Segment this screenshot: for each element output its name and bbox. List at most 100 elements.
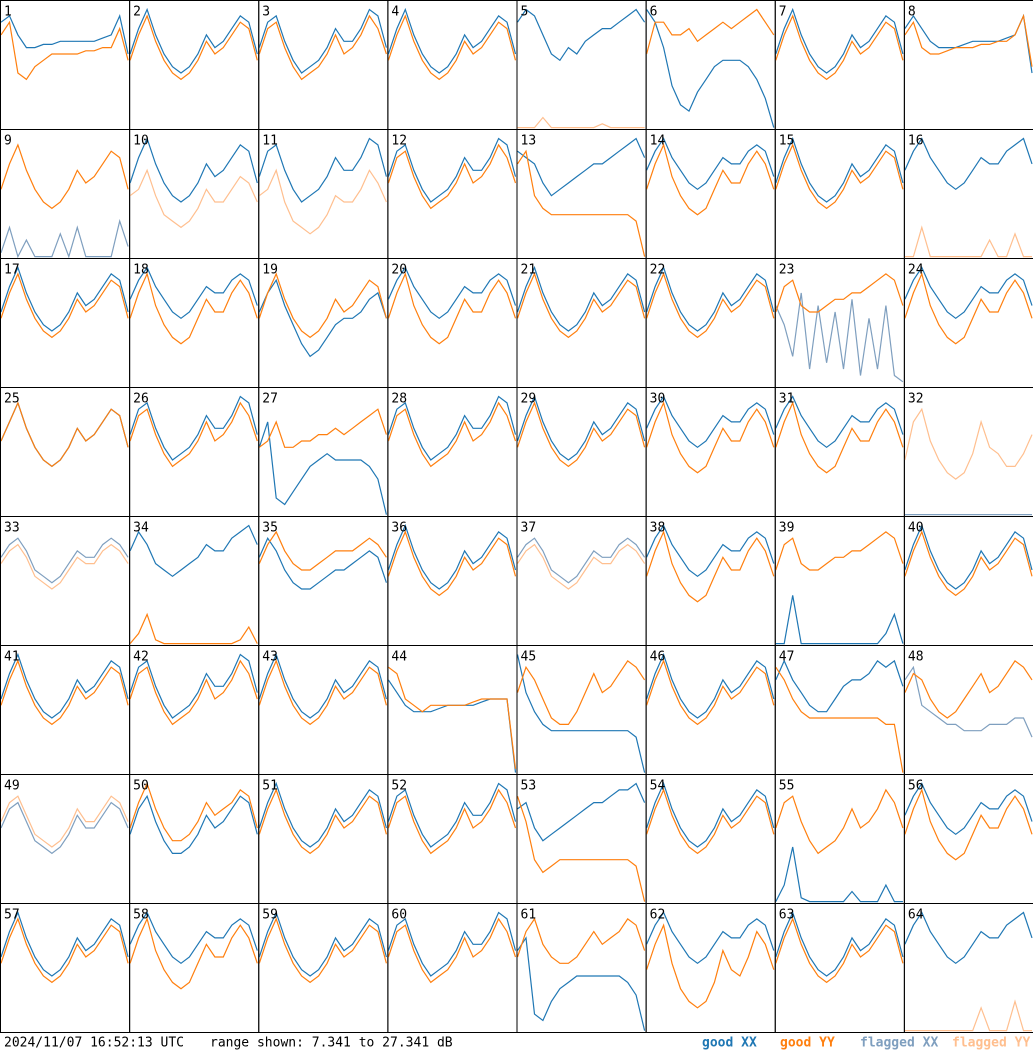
- spectrum-line: [517, 137, 646, 197]
- spectrum-line: [646, 8, 775, 55]
- panel-label: 18: [133, 263, 149, 278]
- spectrum-line: [517, 149, 646, 257]
- panel-label: 8: [908, 5, 916, 20]
- panel-label: 16: [908, 134, 924, 149]
- spectrum-line: [129, 911, 258, 965]
- panel-label: 37: [521, 521, 537, 536]
- spectrum-line: [516, 401, 646, 468]
- panel-label: 1: [4, 5, 12, 20]
- spectrum-line: [775, 666, 904, 773]
- panel-label: 7: [779, 5, 787, 20]
- spectrum-line: [775, 595, 904, 645]
- spectrum-line: [387, 266, 517, 320]
- spectrum-line: [904, 782, 1033, 836]
- panel-label: 46: [650, 650, 666, 665]
- spectrum-line: [387, 272, 517, 345]
- panel-label: 20: [391, 263, 407, 278]
- spectrum-line: [258, 8, 387, 74]
- panel-label: 15: [779, 134, 795, 149]
- spectrum-line: [387, 395, 517, 461]
- panel-label: 43: [262, 650, 278, 665]
- panel-label: 53: [521, 779, 537, 794]
- panel-label: 13: [521, 134, 537, 149]
- spectrum-line: [258, 278, 387, 358]
- spectrum-line: [129, 794, 258, 854]
- panel-label: 17: [4, 263, 20, 278]
- panel-label: 22: [650, 263, 666, 278]
- panel-label: 33: [4, 521, 20, 536]
- spectrum-line: [775, 136, 904, 203]
- spectrum-line: [646, 652, 775, 719]
- spectrum-line: [0, 543, 129, 590]
- panel-label: 42: [133, 650, 149, 665]
- panel-label: 31: [779, 392, 795, 407]
- spectrum-line: [258, 530, 387, 571]
- spectrum-line: [258, 910, 387, 977]
- panel-label: 29: [521, 392, 537, 407]
- panel-label: 34: [133, 521, 149, 536]
- spectrum-line: [904, 530, 1033, 597]
- spectrum-line: [516, 394, 646, 461]
- spectrum-line: [775, 7, 904, 74]
- spectrum-line: [904, 13, 1033, 74]
- spectrum-line: [387, 401, 517, 468]
- spectrum-line: [0, 265, 129, 332]
- spectrum-line: [387, 143, 517, 210]
- spectrum-line: [646, 265, 775, 332]
- spectrum-line: [0, 13, 129, 55]
- spectrum-line: [129, 7, 258, 74]
- spectrum-line: [646, 788, 775, 855]
- spectrum-line: [516, 272, 646, 339]
- spectrum-line: [258, 14, 387, 81]
- panel-label: 3: [262, 5, 270, 20]
- spectrum-line: [646, 401, 775, 474]
- spectrum-line: [258, 781, 387, 848]
- spectrum-line: [258, 652, 387, 719]
- panel-label: 45: [521, 650, 537, 665]
- spectrum-line: [516, 660, 646, 725]
- spectrum-line: [904, 407, 1033, 480]
- spectrum-line: [129, 612, 258, 645]
- spectrum-line: [775, 395, 904, 449]
- panel-label: 48: [908, 650, 924, 665]
- spectrum-line: [129, 781, 258, 842]
- spectrum-line: [775, 401, 904, 474]
- spectrum-line: [775, 14, 904, 81]
- spectrum-line: [904, 266, 1033, 320]
- spectrum-line: [517, 116, 645, 129]
- panel-label: 4: [391, 5, 399, 20]
- spectrum-line: [0, 910, 129, 977]
- panel-label: 27: [262, 392, 278, 407]
- spectrum-line: [775, 531, 904, 571]
- spectrum-line: [646, 395, 775, 449]
- spectrum-line: [646, 272, 775, 339]
- panel-label: 9: [4, 134, 12, 149]
- panel-label: 36: [391, 521, 407, 536]
- panel-label: 35: [262, 521, 278, 536]
- spectrum-line: [904, 272, 1033, 345]
- spectrum-line: [646, 143, 775, 216]
- spectrum-line: [258, 788, 387, 855]
- spectrum-line: [0, 401, 129, 468]
- spectrum-line: [129, 266, 258, 320]
- spectrum-line: [0, 218, 129, 259]
- spectrum-line: [258, 917, 387, 984]
- panel-label: 40: [908, 521, 924, 536]
- spectrum-line: [775, 846, 903, 903]
- spectrum-line: [904, 999, 1032, 1032]
- spectrum-line: [646, 923, 775, 1009]
- spectrum-line: [129, 14, 258, 81]
- panel-label: 26: [133, 392, 149, 407]
- panel-label: 30: [650, 392, 666, 407]
- panel-label: 51: [262, 779, 278, 794]
- spectrum-line: [904, 523, 1033, 590]
- spectrum-line: [516, 917, 646, 964]
- spectrum-line: [387, 14, 517, 81]
- panel-label: 57: [4, 908, 20, 923]
- spectrum-line: [517, 543, 646, 590]
- spectrum-line: [258, 272, 387, 339]
- panel-label: 28: [391, 392, 407, 407]
- spectrum-line: [0, 659, 129, 726]
